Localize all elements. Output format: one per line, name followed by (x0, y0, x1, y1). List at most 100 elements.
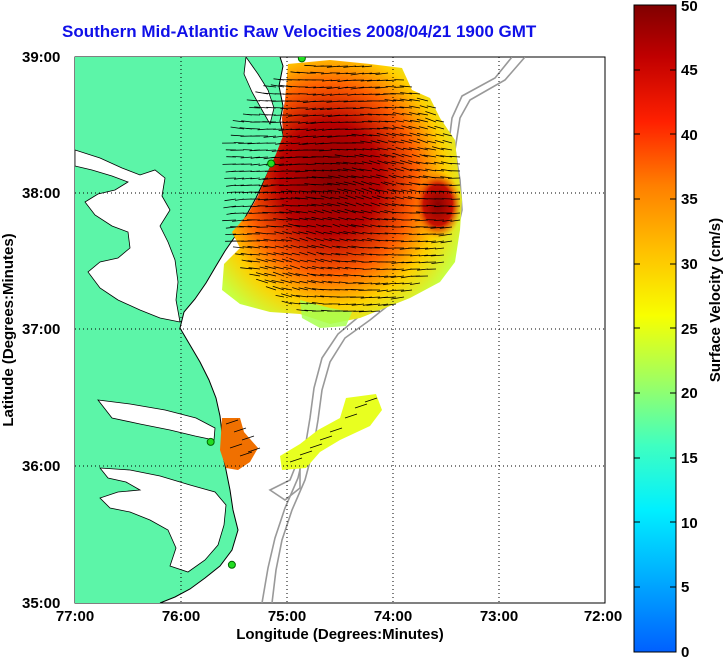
velocity-arrow (439, 190, 453, 193)
velocity-arrow (242, 205, 253, 207)
velocity-arrow (350, 86, 365, 90)
velocity-arrow (288, 210, 301, 214)
velocity-arrow (255, 272, 269, 277)
velocity-arrow (322, 162, 333, 165)
velocity-arrow (383, 181, 397, 186)
velocity-arrow (234, 184, 245, 186)
velocity-arrow (250, 253, 261, 256)
velocity-arrow (306, 245, 317, 249)
velocity-arrow (438, 233, 453, 237)
velocity-arrow (275, 295, 285, 298)
velocity-arrow (312, 93, 325, 96)
velocity-arrow (304, 217, 317, 221)
velocity-arrow (402, 233, 413, 235)
velocity-arrow (351, 175, 365, 179)
velocity-arrow (344, 208, 357, 214)
velocity-arrow (281, 293, 293, 298)
colorbar-tick-label: 0 (681, 644, 689, 659)
velocity-arrow (334, 289, 349, 291)
velocity-arrow (250, 177, 261, 180)
velocity-arrow (353, 148, 365, 151)
y-axis: 39:00 38:00 37:00 36:00 35:00 Latitude (… (0, 49, 60, 612)
colorbar-tick-label: 20 (681, 385, 698, 402)
velocity-arrow (321, 209, 333, 214)
velocity-arrow (306, 236, 317, 242)
velocity-patch-south-west (220, 418, 258, 470)
velocity-arrow (417, 138, 429, 144)
velocity-arrow (289, 265, 301, 270)
velocity-arrow (319, 273, 333, 277)
velocity-arrow (355, 218, 365, 221)
velocity-arrow (430, 254, 445, 257)
velocity-arrow (327, 217, 341, 221)
velocity-arrow (409, 119, 421, 123)
velocity-arrow (408, 147, 421, 151)
velocity-arrow (425, 162, 437, 165)
velocity-arrow (307, 210, 317, 214)
velocity-arrow (298, 204, 309, 207)
velocity-arrow (361, 195, 373, 200)
velocity-arrow (385, 86, 397, 88)
velocity-arrow (230, 126, 245, 130)
velocity-arrow (255, 156, 269, 159)
velocity-arrow (359, 113, 373, 116)
velocity-arrow (384, 161, 397, 165)
velocity-arrow (289, 258, 301, 263)
velocity-arrow (376, 239, 389, 242)
velocity-arrow (371, 167, 381, 172)
velocity-arrow (361, 275, 373, 278)
velocity-arrow (291, 142, 301, 145)
velocity-arrow (350, 72, 365, 76)
velocity-arrow (272, 285, 285, 291)
velocity-arrow (450, 219, 461, 222)
velocity-arrow (387, 189, 397, 193)
velocity-arrow (370, 217, 381, 221)
velocity-arrow (401, 166, 413, 172)
velocity-arrow (320, 142, 333, 145)
velocity-arrow (401, 153, 413, 158)
velocity-arrow (290, 128, 301, 131)
velocity-arrow (278, 163, 293, 167)
velocity-arrow (377, 289, 389, 292)
velocity-arrow (418, 254, 429, 257)
y-tick-label: 37:00 (22, 321, 60, 338)
velocity-arrow (346, 175, 357, 179)
velocity-arrow (392, 189, 405, 193)
velocity-arrow (323, 183, 333, 186)
velocity-arrow (352, 180, 365, 186)
velocity-arrow (343, 273, 357, 277)
velocity-arrow (257, 128, 269, 131)
velocity-arrow (395, 120, 405, 123)
velocity-arrow (409, 98, 421, 102)
velocity-arrow (329, 427, 343, 433)
velocity-arrow (224, 198, 237, 202)
velocity-arrow (360, 140, 373, 144)
velocity-arrow (400, 275, 413, 279)
velocity-arrow (326, 86, 341, 90)
velocity-arrow (313, 169, 325, 172)
velocity-arrow (327, 189, 341, 193)
velocity-arrow (321, 93, 333, 96)
velocity-arrow (311, 216, 325, 221)
velocity-arrow (419, 105, 429, 109)
velocity-arrow (343, 65, 357, 68)
velocity-arrow (336, 188, 349, 193)
velocity-arrow (338, 196, 349, 200)
velocity-arrow (360, 210, 373, 214)
velocity-arrow (366, 303, 381, 306)
velocity-arrow (408, 160, 421, 165)
velocity-arrow (336, 202, 349, 207)
velocity-arrow (345, 128, 357, 130)
velocity-arrow (400, 183, 413, 186)
velocity-arrow (345, 72, 357, 75)
velocity-arrow (338, 281, 349, 284)
velocity-arrow (305, 86, 317, 88)
velocity-arrow (392, 203, 405, 207)
velocity-arrow (241, 259, 253, 263)
colorbar-ticks (634, 4, 676, 588)
velocity-arrow (346, 217, 357, 221)
velocity-arrow (240, 267, 253, 270)
velocity-arrow (337, 266, 349, 270)
velocity-arrow (279, 149, 293, 152)
velocity-arrow (375, 86, 389, 89)
